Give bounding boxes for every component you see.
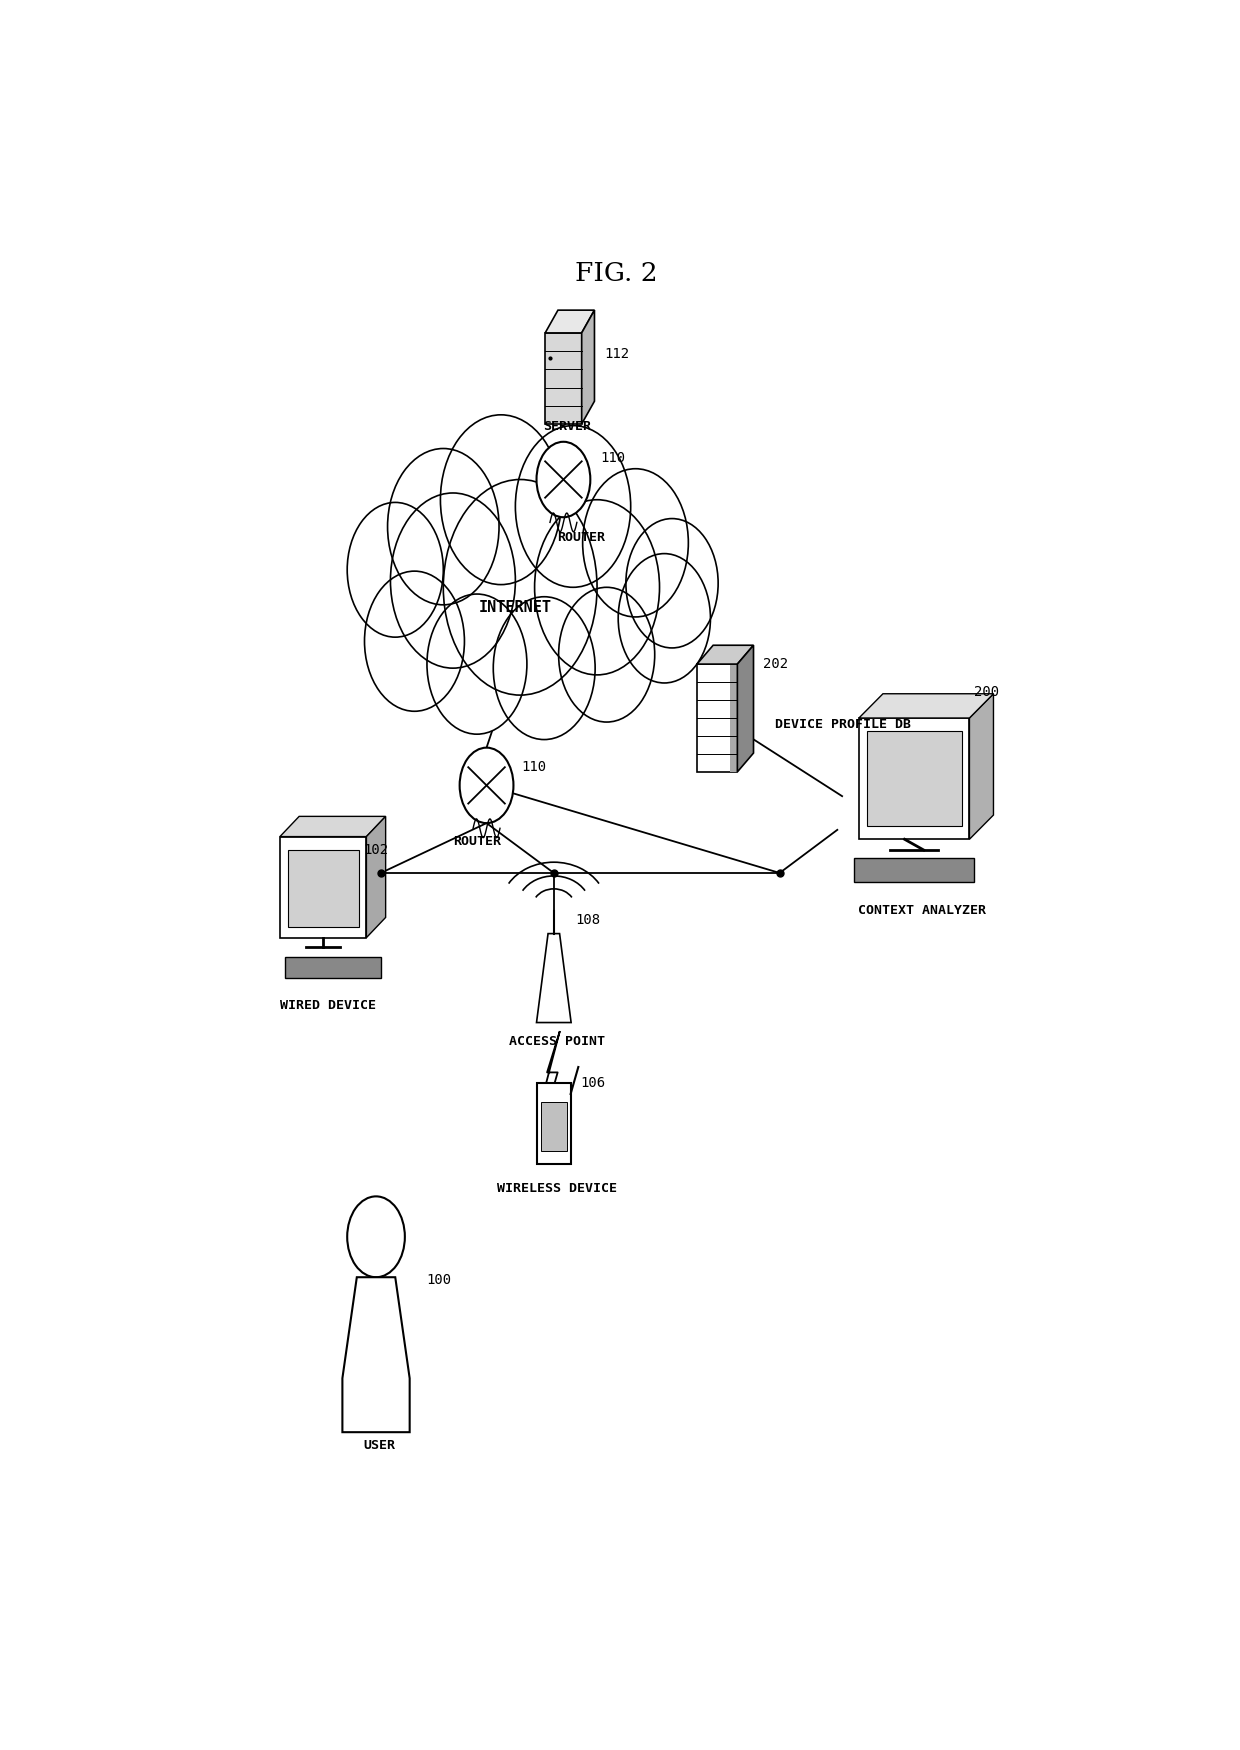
Text: 100: 100 <box>427 1272 451 1286</box>
Text: FIG. 2: FIG. 2 <box>575 261 657 285</box>
Bar <box>854 858 975 882</box>
Circle shape <box>619 553 711 682</box>
Polygon shape <box>342 1278 409 1432</box>
Text: ROUTER: ROUTER <box>453 835 501 849</box>
Circle shape <box>347 1197 404 1277</box>
Text: WIRELESS DEVICE: WIRELESS DEVICE <box>497 1181 616 1195</box>
Bar <box>546 332 582 424</box>
Polygon shape <box>738 646 754 772</box>
Circle shape <box>559 588 655 723</box>
Text: WIRED DEVICE: WIRED DEVICE <box>280 999 376 1011</box>
Bar <box>537 1083 570 1164</box>
Polygon shape <box>697 646 754 663</box>
Polygon shape <box>970 693 993 840</box>
Text: 202: 202 <box>764 656 789 670</box>
Polygon shape <box>582 310 594 424</box>
Bar <box>280 836 367 938</box>
Text: 102: 102 <box>363 844 388 858</box>
Circle shape <box>534 500 660 676</box>
Circle shape <box>626 518 718 648</box>
Text: 110: 110 <box>521 760 547 774</box>
Circle shape <box>440 415 562 584</box>
Bar <box>288 850 358 928</box>
Bar <box>729 663 738 772</box>
Polygon shape <box>546 310 594 332</box>
Polygon shape <box>859 693 993 717</box>
Text: SERVER: SERVER <box>543 420 591 434</box>
Circle shape <box>427 593 527 735</box>
Circle shape <box>365 570 465 710</box>
Circle shape <box>516 425 631 588</box>
Polygon shape <box>537 933 572 1022</box>
Text: 108: 108 <box>575 914 600 928</box>
Bar <box>285 957 381 978</box>
Text: INTERNET: INTERNET <box>479 600 552 614</box>
Bar <box>867 732 962 826</box>
Circle shape <box>388 448 498 606</box>
Circle shape <box>537 441 590 518</box>
Polygon shape <box>280 816 386 836</box>
Text: 112: 112 <box>605 346 630 360</box>
Text: USER: USER <box>363 1438 394 1452</box>
Circle shape <box>583 469 688 618</box>
Text: ROUTER: ROUTER <box>557 530 605 544</box>
Text: 200: 200 <box>973 686 999 700</box>
Text: 110: 110 <box>600 452 625 466</box>
Circle shape <box>444 480 598 695</box>
Bar <box>541 1102 567 1150</box>
Circle shape <box>391 493 516 668</box>
Circle shape <box>494 597 595 740</box>
Text: CONTEXT ANALYZER: CONTEXT ANALYZER <box>858 905 986 917</box>
Bar <box>697 663 738 772</box>
Text: DEVICE PROFILE DB: DEVICE PROFILE DB <box>775 718 911 732</box>
Text: 106: 106 <box>580 1076 606 1090</box>
Bar <box>859 718 970 840</box>
Polygon shape <box>367 816 386 938</box>
Circle shape <box>347 502 444 637</box>
Text: ACCESS POINT: ACCESS POINT <box>508 1034 605 1048</box>
Circle shape <box>460 747 513 822</box>
